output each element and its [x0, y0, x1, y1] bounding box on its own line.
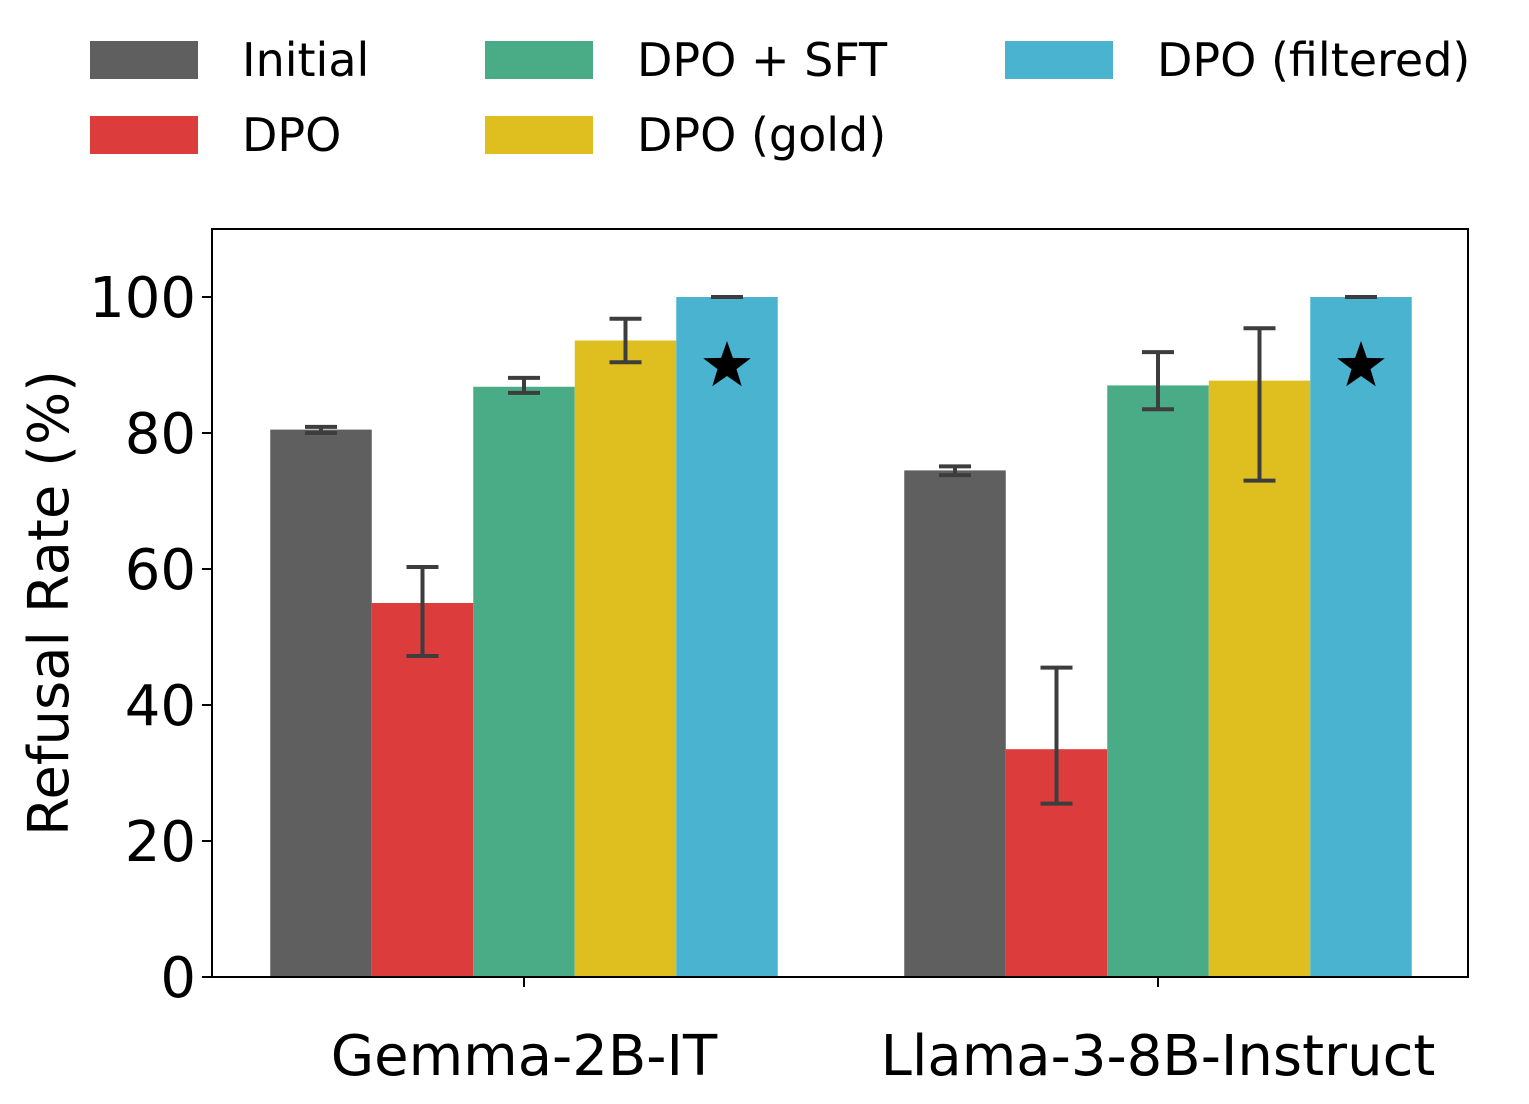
markers — [703, 341, 1385, 387]
legend-label: DPO (filtered) — [1157, 33, 1470, 87]
legend-label: DPO (gold) — [637, 108, 886, 162]
bar-dpo-sft-1 — [1107, 385, 1209, 977]
error-bar — [609, 316, 642, 365]
y-tick-label: 0 — [160, 946, 196, 1011]
legend-label: DPO — [242, 108, 341, 162]
bar-dpo-filtered-0 — [676, 297, 778, 977]
legend-item: DPO + SFT — [485, 33, 888, 87]
star-marker — [703, 341, 751, 387]
x-axis: Gemma-2B-IT Llama-3-8B-Instruct — [331, 977, 1436, 1089]
legend-item: DPO — [90, 108, 341, 162]
error-bar — [1040, 665, 1073, 806]
y-tick-label: 100 — [89, 266, 196, 331]
y-axis-label: Refusal Rate (%) — [17, 370, 82, 836]
y-tick-label: 60 — [125, 538, 196, 603]
x-tick-label: Llama-3-8B-Instruct — [881, 1024, 1436, 1089]
legend-swatch — [1005, 41, 1113, 79]
bar-dpo-gold-0 — [574, 340, 677, 977]
legend-item: DPO (gold) — [485, 108, 886, 162]
legend-label: Initial — [242, 33, 369, 87]
error-bar — [406, 564, 439, 659]
bar-dpo-sft-0 — [473, 386, 575, 977]
error-bar — [1243, 326, 1276, 483]
error-bar — [508, 375, 540, 395]
legend-swatch — [485, 116, 593, 154]
error-bar — [1142, 350, 1174, 412]
star-marker — [1337, 341, 1385, 387]
error-bars — [305, 295, 1377, 806]
legend-item: DPO (filtered) — [1005, 33, 1470, 87]
y-tick-label: 80 — [125, 402, 196, 467]
y-tick-label: 40 — [125, 674, 196, 739]
x-tick-label: Gemma-2B-IT — [331, 1024, 718, 1089]
bar-dpo-0 — [371, 603, 474, 977]
legend-label: DPO + SFT — [637, 33, 888, 87]
error-bar — [939, 464, 971, 478]
bar-initial-0 — [270, 429, 372, 978]
y-axis: 0 20 40 60 80 100 — [89, 266, 212, 1011]
bar-dpo-filtered-1 — [1310, 297, 1412, 977]
plot-frame — [211, 228, 1469, 978]
bar-initial-1 — [904, 470, 1006, 977]
legend-swatch — [90, 116, 198, 154]
y-tick-label: 20 — [125, 810, 196, 875]
error-bar — [305, 424, 337, 435]
bars — [270, 297, 1412, 978]
legend: Initial DPO DPO + SFT DPO (gold) DPO (filter… — [90, 33, 1470, 162]
legend-swatch — [485, 41, 593, 79]
legend-item: Initial — [90, 33, 369, 87]
legend-swatch — [90, 41, 198, 79]
